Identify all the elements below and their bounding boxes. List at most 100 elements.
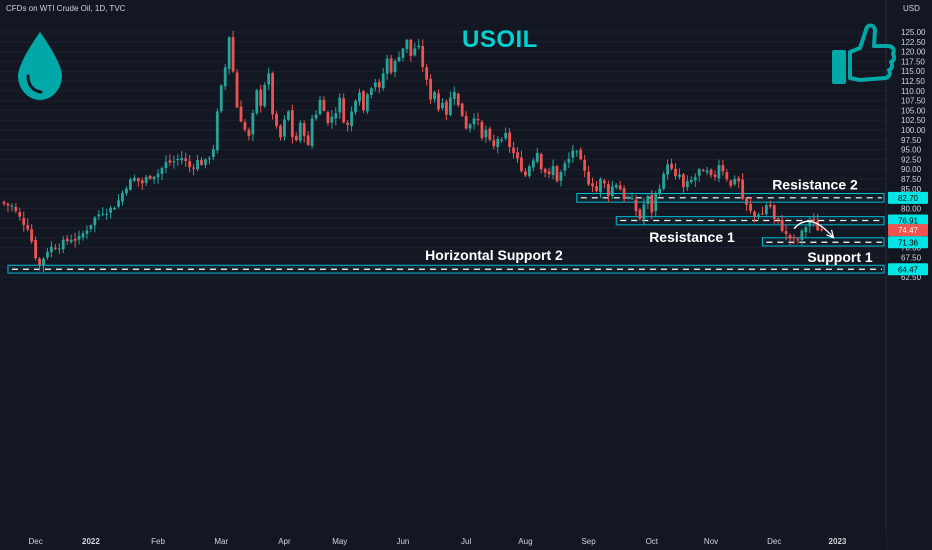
y-tick-label: 95.00 [901,146,922,155]
candle-up [152,176,156,180]
candle-up [484,129,488,138]
x-tick-label: Aug [518,537,532,546]
candle-down [788,235,792,239]
candle-down [184,158,188,162]
candle-down [603,180,606,184]
y-tick-label: 102.50 [901,116,926,125]
candle-down [725,172,729,180]
candle-up [350,111,353,127]
candle-down [239,106,243,122]
candle-down [26,225,30,230]
projection-arrow [793,220,835,239]
y-tick-label: 105.00 [901,106,926,115]
candle-up [180,157,184,161]
candle-up [393,60,397,73]
candle-down [148,175,152,179]
candle-down [464,115,468,129]
candle-up [413,48,417,56]
candle-up [697,169,701,176]
candle-up [808,220,812,227]
candle-down [389,58,393,73]
candle-up [630,198,634,200]
candle-up [160,167,164,174]
candle-up [642,204,646,220]
candle-up [50,246,53,253]
candle-up [227,37,231,69]
time-axis[interactable]: Dec 2022 Feb Mar Apr May Jun Jul Aug Sep Oct Nov Dec… [0,530,886,550]
candle-down [591,183,594,187]
candle-down [820,228,824,231]
candle-down [753,211,756,217]
candle-down [168,160,172,163]
candle-down [701,170,705,172]
time-axis-background [0,530,886,550]
resistance-2-price-label: 82.70 [898,194,919,203]
candle-up [208,158,211,160]
candle-up [575,151,579,153]
candle-up [563,163,567,171]
candle-up [144,177,148,183]
candle-down [38,258,41,265]
candle-down [429,78,432,100]
candle-down [53,247,57,249]
horizontal-support-2-price-label: 64.47 [898,265,919,274]
x-tick-label: Dec [28,537,42,546]
price-axis[interactable]: 62.5065.0067.5070.0072.5075.0077.5080.00… [885,0,932,550]
candle-down [512,147,515,153]
candle-up [105,213,109,215]
candle-down [583,159,587,171]
candle-down [279,125,282,138]
candle-up [397,56,401,62]
candle-down [294,135,298,141]
candle-up [689,179,693,182]
candle-down [476,118,480,121]
horizontal-support-2-price-badge [888,263,928,276]
candle-down [275,113,278,127]
candle-up [757,214,760,217]
candle-up [468,124,472,129]
candle-up [764,205,768,215]
candle-up [369,88,373,95]
candle-down [456,93,460,106]
candle-up [42,258,45,266]
y-tick-label: 120.00 [901,48,926,57]
candle-down [65,238,69,242]
candle-down [425,67,429,80]
candle-up [196,159,199,170]
candle-up [113,207,116,210]
x-tick-label: Apr [278,537,291,546]
candle-up [373,82,377,88]
candles-layer [2,30,824,272]
grid-layer [0,31,886,278]
candle-down [796,239,800,241]
candle-down [259,89,263,106]
candle-down [816,221,820,231]
x-tick-label: Mar [214,537,228,546]
candle-up [164,161,168,168]
y-tick-label: 62.50 [901,273,922,282]
candle-down [634,199,638,212]
candle-up [448,97,452,115]
thumbs-up-icon [830,20,897,92]
y-tick-label: 125.00 [901,28,926,37]
y-tick-label: 87.50 [901,175,922,184]
candle-up [385,58,389,74]
candle-up [571,150,575,158]
annotation-horizontal-support-2: Horizontal Support 2 [425,247,563,263]
candle-down [445,101,448,115]
candle-up [654,193,658,211]
resistance-1-zone [615,216,885,226]
candle-up [527,166,531,177]
candle-down [306,135,310,145]
candle-up [298,122,302,141]
candle-down [2,201,6,204]
candle-up [172,161,176,163]
candle-up [330,116,334,123]
candle-up [567,158,571,163]
candle-down [247,129,251,136]
candle-up [310,118,314,147]
resistance-2-price-badge [888,191,928,204]
candle-down [587,171,590,185]
projection-curve [793,220,834,239]
